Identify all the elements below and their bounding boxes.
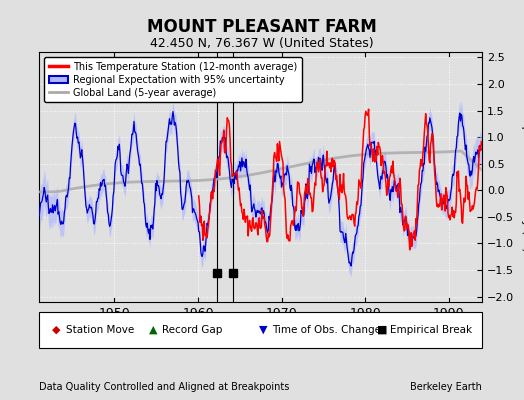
Text: ■: ■ (377, 325, 388, 335)
Text: Berkeley Earth: Berkeley Earth (410, 382, 482, 392)
Text: ◆: ◆ (52, 325, 61, 335)
Text: 42.450 N, 76.367 W (United States): 42.450 N, 76.367 W (United States) (150, 37, 374, 50)
Text: MOUNT PLEASANT FARM: MOUNT PLEASANT FARM (147, 18, 377, 36)
Text: Data Quality Controlled and Aligned at Breakpoints: Data Quality Controlled and Aligned at B… (39, 382, 290, 392)
Y-axis label: Temperature Anomaly (°C): Temperature Anomaly (°C) (521, 103, 524, 251)
Legend: This Temperature Station (12-month average), Regional Expectation with 95% uncer: This Temperature Station (12-month avera… (44, 57, 302, 102)
Text: Time of Obs. Change: Time of Obs. Change (272, 325, 381, 335)
Text: ▼: ▼ (259, 325, 268, 335)
Text: Station Move: Station Move (66, 325, 134, 335)
Text: Empirical Break: Empirical Break (390, 325, 473, 335)
Text: Record Gap: Record Gap (162, 325, 223, 335)
Text: ▲: ▲ (149, 325, 158, 335)
